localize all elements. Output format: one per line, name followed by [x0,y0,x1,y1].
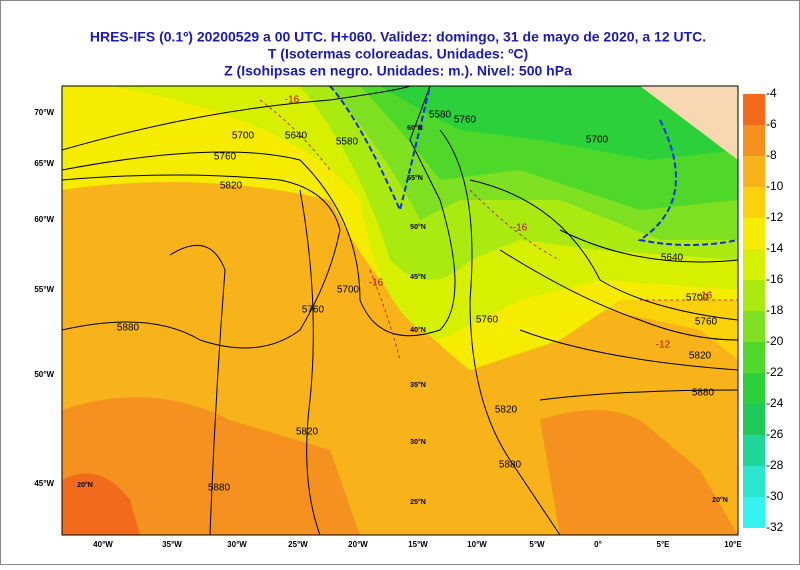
lat-label: 35°N [410,381,426,389]
lat-label: 55°N [407,174,423,182]
colorbar-band [743,187,765,218]
contour-label: 5580 [429,110,452,121]
contour-label: 5760 [695,317,718,328]
lon-label: 0° [594,540,602,549]
header-line: Z (Isohipsas en negro. Unidades: m.). Ni… [224,63,572,79]
lon-label: 35°W [162,540,182,549]
colorbar-label: -24 [766,396,784,410]
colorbar-label: -28 [766,458,784,472]
colorbar-band [743,497,765,528]
lon-label: 20°W [348,540,368,549]
contour-label: 5700 [232,131,255,142]
contour-label: 5880 [499,460,522,471]
isotherm-label: -12 [656,340,671,351]
contour-label: 5820 [220,181,243,192]
colorbar-band [743,435,765,466]
lon-label: 25°W [288,540,308,549]
isotherm-label: -16 [285,95,300,106]
header-line: HRES-IFS (0.1º) 20200529 a 00 UTC. H+060… [90,29,706,45]
lat-label: 60°N [407,124,423,132]
lat-label: 50°N [410,223,426,231]
colorbar-label: -30 [766,489,784,503]
colorbar-label: -32 [766,520,784,534]
lat-label: 25°N [410,498,426,506]
colorbar-band [743,125,765,156]
lat-label: 45°N [410,273,426,281]
contour-label: 5820 [689,351,712,362]
lon-label: 30°W [227,540,247,549]
lon-label: 5°E [657,540,671,549]
isotherm-label: -16 [369,278,384,289]
colorbar-label: -18 [766,303,784,317]
colorbar-label: -4 [766,86,777,100]
lon-label: 55°W [34,285,54,294]
lon-label: 40°W [93,540,113,549]
contour-label: 5700 [586,135,609,146]
colorbar-band [743,280,765,311]
colorbar-label: -26 [766,427,784,441]
isotherm-label: -16 [513,223,528,234]
colorbar-label: -20 [766,334,784,348]
colorbar-band [743,373,765,404]
lat-label: 40°N [410,326,426,334]
lon-label: 65°W [34,159,54,168]
contour-label: 5880 [692,388,715,399]
colorbar-band [743,342,765,373]
lat-label: 20°N [712,496,728,504]
map-border [61,85,739,536]
isotherm-label: -16 [698,291,713,302]
contour-label: 5760 [454,115,477,126]
lon-label: 10°W [467,540,487,549]
contour-label: 5880 [208,483,231,494]
contour-label: 5700 [337,285,360,296]
colorbar-band [743,311,765,342]
colorbar-band [743,156,765,187]
colorbar-band [743,218,765,249]
contour-label: 5880 [117,323,140,334]
map [62,86,738,535]
header-line: T (Isotermas coloreadas. Unidades: ºC) [268,46,528,62]
colorbar-label: -10 [766,179,784,193]
lon-label: 50°W [34,370,54,379]
colorbar-band [743,404,765,435]
lon-label: 15°W [408,540,428,549]
contour-label: 5820 [495,405,518,416]
lat-label: 20°N [77,481,93,489]
colorbar-label: -8 [766,148,777,162]
lon-label: 60°W [34,215,54,224]
colorbar-label: -16 [766,272,784,286]
contour-label: 5760 [214,152,237,163]
contour-label: 5700 [686,293,709,304]
contour-label: 5580 [336,137,359,148]
colorbar-band [743,94,765,125]
colorbar-label: -6 [766,117,777,131]
colorbar-band [743,466,765,497]
colorbar-label: -12 [766,210,784,224]
colorbar-band [743,249,765,280]
colorbar-label: -22 [766,365,784,379]
contour-label: 5820 [296,427,319,438]
lat-label: 30°N [410,438,426,446]
lon-label: 70°W [34,108,54,117]
contour-label: 5760 [302,305,325,316]
lon-label: 5°W [529,540,545,549]
lon-label: 45°W [34,479,54,488]
contour-label: 5760 [476,315,499,326]
contour-label: 5640 [285,131,308,142]
colorbar-label: -14 [766,241,784,255]
lon-label: 10°E [724,540,742,549]
contour-label: 5640 [661,253,684,264]
